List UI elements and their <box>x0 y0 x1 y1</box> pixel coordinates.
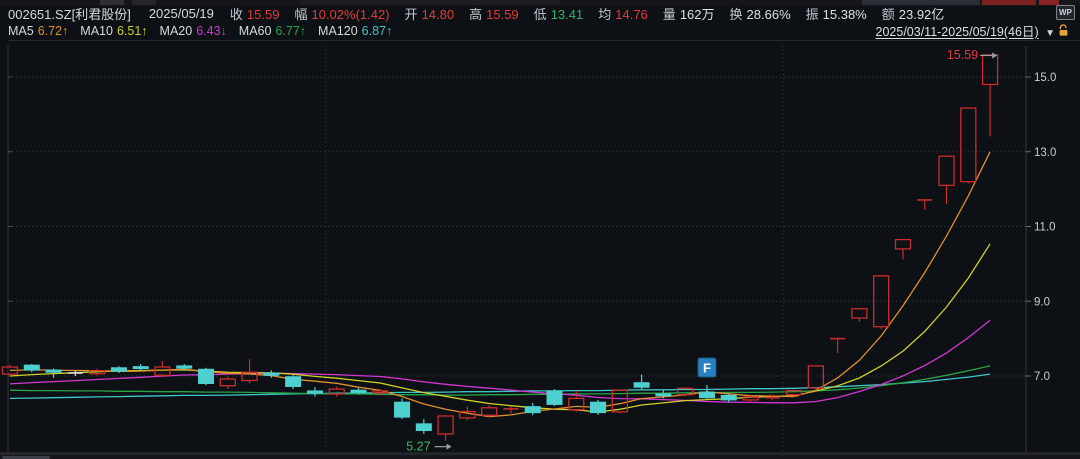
ma20-line <box>9 319 991 404</box>
candle-day-32[interactable] <box>677 387 694 397</box>
candle-day-1[interactable] <box>1 364 19 376</box>
candle-day-24[interactable] <box>503 405 519 414</box>
stock-symbol[interactable]: 002651.SZ[利君股份] <box>8 7 131 22</box>
ma-legend: MA5 6.72↑ MA10 6.51↑ MA20 6.43↓ MA60 6.77↑ MA120… <box>8 24 404 38</box>
candle-day-7[interactable] <box>132 364 149 371</box>
candle-day-19[interactable] <box>394 398 411 419</box>
price-axis-label: 15.0 <box>1034 72 1056 84</box>
ma-legend-item-ma5: MA5 6.72↑ <box>8 23 69 38</box>
toolbar-remnant-active <box>982 0 1036 5</box>
candle-day-22[interactable] <box>459 406 476 421</box>
ma-legend-bar: MA5 6.72↑ MA10 6.51↑ MA20 6.43↓ MA60 6.77↑ MA120… <box>8 22 1080 41</box>
date-range-text[interactable]: 2025/03/11-2025/05/19(46日) <box>875 25 1039 39</box>
quote-field-7: 换 28.66% <box>729 7 791 22</box>
toolbar-remnant <box>132 0 156 5</box>
candle-day-41[interactable] <box>873 275 890 330</box>
candle-day-30[interactable] <box>633 374 650 390</box>
toolbar-remnant <box>300 0 560 5</box>
quote-field-0: 收 15.59 <box>229 7 280 22</box>
unlock-icon[interactable] <box>1057 23 1070 40</box>
candle-day-21[interactable] <box>437 415 454 441</box>
quote-field-4: 低 13.41 <box>533 7 584 22</box>
candle-day-17[interactable] <box>350 387 367 395</box>
scrollbar-thumb[interactable] <box>2 456 50 459</box>
trade-date: 2025/05/19 <box>148 6 214 21</box>
quote-field-8: 振 15.38% <box>805 7 867 22</box>
candle-day-34[interactable] <box>720 393 737 403</box>
candle-day-28[interactable] <box>590 399 607 415</box>
ma-legend-item-ma10: MA10 6.51↑ <box>80 23 148 38</box>
candle-day-2[interactable] <box>23 364 40 373</box>
event-flag-icon[interactable] <box>697 357 717 378</box>
quote-field-6: 量 162万 <box>662 7 715 22</box>
annotation-arrow-head <box>446 443 452 450</box>
candle-day-14[interactable] <box>285 374 302 390</box>
ma5-line <box>9 151 991 418</box>
candle-day-16[interactable] <box>328 386 345 397</box>
candle-day-9[interactable] <box>176 364 193 371</box>
candle-day-18[interactable] <box>372 389 389 396</box>
candle-day-42[interactable] <box>894 238 912 260</box>
quote-field-2: 开 14.80 <box>404 7 455 22</box>
candle-day-20[interactable] <box>415 418 432 434</box>
candle-day-29[interactable] <box>611 389 628 414</box>
candle-day-44[interactable] <box>938 155 955 205</box>
chevron-down-icon[interactable]: ▼ <box>1045 28 1055 39</box>
candle-day-46[interactable] <box>981 54 999 137</box>
candle-day-15[interactable] <box>306 387 323 397</box>
candle-day-31[interactable] <box>655 390 672 399</box>
candle-day-33[interactable] <box>698 384 715 400</box>
candle-day-5[interactable] <box>88 368 106 376</box>
price-axis-label: 9.0 <box>1034 296 1050 308</box>
candle-day-23[interactable] <box>481 405 498 418</box>
candle-day-10[interactable] <box>198 367 215 386</box>
candle-day-26[interactable] <box>546 389 563 406</box>
candle-day-45[interactable] <box>960 107 977 184</box>
candle-day-8[interactable] <box>154 361 171 377</box>
ma-legend-item-ma120: MA120 6.87↑ <box>318 23 393 38</box>
candle-day-43[interactable] <box>917 199 933 210</box>
top-toolbar-cutoff <box>0 0 1080 6</box>
candle-day-37[interactable] <box>785 389 803 397</box>
candle-day-11[interactable] <box>219 376 236 390</box>
candle-day-4[interactable] <box>67 370 83 376</box>
candle-day-38[interactable] <box>807 365 825 391</box>
ma-legend-item-ma20: MA20 6.43↓ <box>159 23 227 38</box>
toolbar-remnant <box>862 0 980 5</box>
candle-day-40[interactable] <box>851 308 868 322</box>
candle-day-12[interactable] <box>241 359 258 384</box>
bottom-scrollbar <box>0 454 1080 459</box>
candle-day-13[interactable] <box>263 370 280 378</box>
annotation-arrow-head <box>992 52 998 59</box>
candle-day-3[interactable] <box>45 368 62 378</box>
event-flag-label[interactable]: F <box>703 361 711 376</box>
price-axis-label: 11.0 <box>1034 222 1056 234</box>
candle-day-27[interactable] <box>568 390 585 412</box>
stock-info-bar: 002651.SZ[利君股份] 2025/05/19 收 15.59 幅 10.02%… <box>8 5 990 22</box>
quote-field-5: 均 14.76 <box>598 7 648 22</box>
candlestick-chart[interactable]: 15.0 13.0 11.0 9.0 7.0 15.59 5.27 F <box>0 40 1080 459</box>
candle-day-35[interactable] <box>742 395 759 403</box>
quote-field-3: 高 15.59 <box>469 7 519 22</box>
high-price-label: 15.59 <box>947 48 978 62</box>
price-axis-label: 7.0 <box>1034 371 1050 383</box>
wp-badge[interactable]: WP <box>1056 5 1075 20</box>
price-axis-label: 13.0 <box>1034 147 1056 159</box>
low-price-label: 5.27 <box>406 440 430 454</box>
toolbar-remnant <box>100 0 124 5</box>
candle-day-39[interactable] <box>830 337 846 353</box>
ma120-line <box>9 373 991 400</box>
quote-field-9: 额 23.92亿 <box>881 7 945 22</box>
date-range-selector[interactable]: 2025/03/11-2025/05/19(46日) ▼ <box>876 21 1057 40</box>
ma60-line <box>9 365 991 396</box>
toolbar-remnant-active <box>1039 0 1059 5</box>
candle-day-36[interactable] <box>764 394 780 401</box>
candle-day-6[interactable] <box>110 366 127 374</box>
candle-day-25[interactable] <box>524 402 541 416</box>
ma-legend-item-ma60: MA60 6.77↑ <box>238 23 307 38</box>
quote-fields: 收 15.59 幅 10.02%(1.42) 开 14.80 高 15.59 低 13.41 均 14… <box>230 4 959 23</box>
quote-field-1: 幅 10.02%(1.42) <box>294 7 390 22</box>
